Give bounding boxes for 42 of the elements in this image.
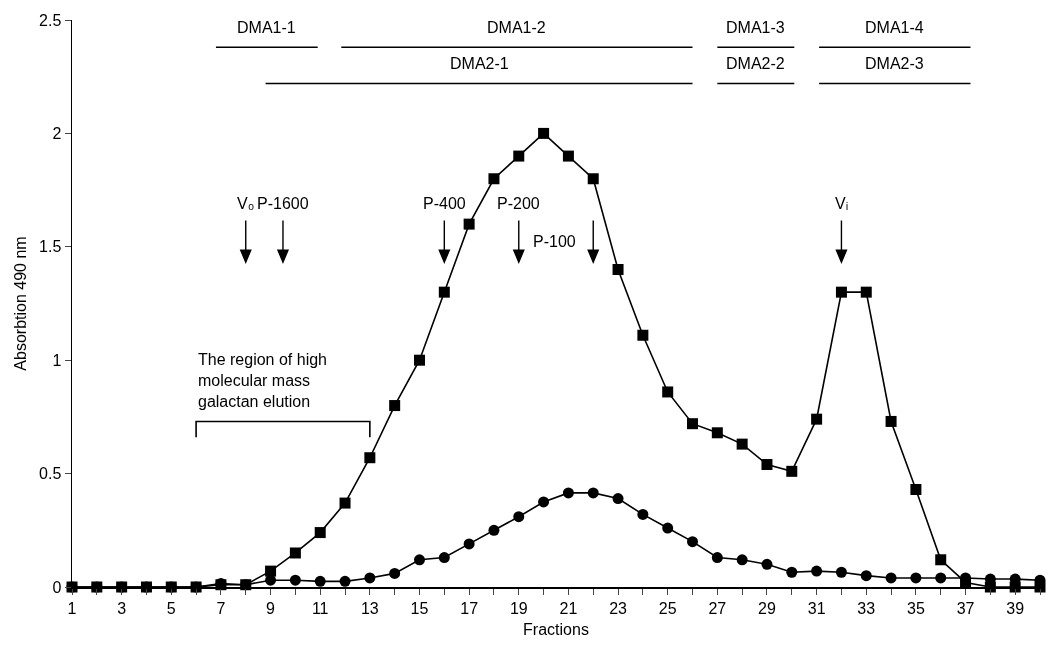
x-tick-label: 35 [907, 599, 925, 617]
y-tick-label: 2.5 [39, 11, 62, 29]
ref-line-label: P-400 [423, 195, 466, 212]
x-tick-label: 5 [166, 599, 176, 617]
x-tick-label: 1 [67, 599, 77, 617]
x-tick-label: 15 [410, 599, 429, 617]
y-axis-title: Absorbtion 490 nm [12, 236, 30, 371]
series-label: DMA2-3 [865, 55, 924, 72]
ref-line-label: Vᵢ [835, 195, 849, 212]
x-tick-label: 23 [609, 599, 628, 617]
series-label: DMA1-3 [726, 19, 785, 36]
ref-line-label: V₀ [237, 195, 255, 212]
series-label: DMA1-2 [487, 19, 546, 36]
y-tick-label: 1.5 [39, 238, 62, 256]
x-tick-label: 17 [460, 599, 479, 617]
x-tick-label: 39 [1006, 599, 1025, 617]
ref-line-label: P-200 [497, 195, 540, 212]
x-tick-label: 7 [216, 599, 226, 617]
y-tick-label: 0 [52, 578, 62, 596]
x-tick-label: 25 [658, 599, 677, 617]
ref-line-label: P-1600 [257, 195, 309, 212]
series-label: DMA1-4 [865, 19, 924, 36]
x-tick-label: 37 [956, 599, 975, 617]
ref-line-label: P-100 [533, 233, 576, 250]
y-tick-label: 1 [52, 351, 62, 369]
x-tick-label: 11 [311, 599, 329, 617]
x-tick-label: 21 [559, 599, 578, 617]
series-label: The region of high molecular mass galactan elution [198, 351, 327, 410]
x-tick-label: 13 [360, 599, 379, 617]
x-tick-label: 19 [509, 599, 528, 617]
series-label: DMA2-1 [450, 55, 509, 72]
x-tick-label: 33 [857, 599, 876, 617]
x-tick-label: 31 [807, 599, 826, 617]
y-tick-label: 0.5 [39, 465, 62, 483]
x-axis-title: Fractions [523, 621, 589, 639]
series-label: DMA1-1 [237, 19, 296, 36]
x-tick-label: 9 [266, 599, 276, 617]
series-label: DMA2-2 [726, 55, 785, 72]
x-tick-label: 29 [758, 599, 776, 617]
x-tick-label: 3 [117, 599, 127, 617]
y-tick-label: 2 [52, 125, 62, 142]
x-tick-label: 27 [708, 599, 727, 617]
